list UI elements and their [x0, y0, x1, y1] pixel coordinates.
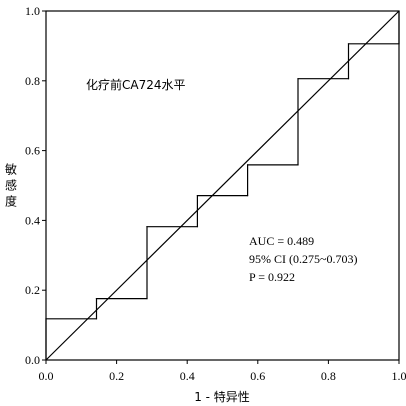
roc-point — [196, 226, 199, 228]
y-tick-label: 0.6 — [25, 144, 40, 158]
reference-diagonal-line — [45, 10, 400, 361]
x-tick-label: 0.8 — [321, 369, 336, 383]
auc-annotation: AUC = 0.489 — [249, 234, 314, 248]
roc-point — [45, 318, 47, 320]
roc-curve-vertices — [45, 10, 400, 361]
y-tick-label: 1.0 — [25, 4, 40, 18]
x-axis-ticks: 0.0 0.2 0.4 0.6 0.8 1.0 — [39, 360, 406, 383]
p-value-annotation: P = 0.922 — [249, 270, 295, 284]
roc-point — [146, 297, 148, 300]
roc-point — [347, 43, 350, 45]
x-tick-label: 0.2 — [109, 369, 124, 383]
y-tick-label: 0.2 — [25, 283, 40, 297]
roc-point — [146, 226, 148, 228]
x-tick-label: 1.0 — [392, 369, 406, 383]
roc-point — [297, 78, 299, 80]
roc-point — [95, 297, 98, 300]
y-tick-label: 0.4 — [25, 213, 40, 227]
ci-annotation: 95% CI (0.275~0.703) — [249, 252, 357, 266]
roc-point — [196, 195, 199, 197]
series-label: 化疗前CA724水平 — [86, 77, 186, 92]
y-tick-label: 0.8 — [25, 74, 40, 88]
roc-point — [297, 164, 299, 166]
x-tick-label: 0.0 — [39, 369, 54, 383]
y-tick-label: 0.0 — [25, 353, 40, 367]
x-axis-label: 1 - 特异性 — [194, 389, 250, 404]
roc-point — [45, 359, 47, 361]
roc-curve-line — [45, 11, 400, 360]
roc-point — [95, 318, 98, 320]
roc-point — [398, 43, 400, 45]
roc-point — [398, 10, 400, 12]
roc-point — [347, 78, 350, 80]
roc-point — [246, 195, 249, 197]
roc-point — [246, 164, 249, 166]
plot-frame — [45, 10, 400, 361]
y-axis-label: 敏感度 — [5, 162, 17, 209]
x-tick-label: 0.6 — [250, 369, 265, 383]
y-axis-ticks: 0.0 0.2 0.4 0.6 0.8 1.0 — [25, 4, 46, 367]
x-tick-label: 0.4 — [180, 369, 195, 383]
